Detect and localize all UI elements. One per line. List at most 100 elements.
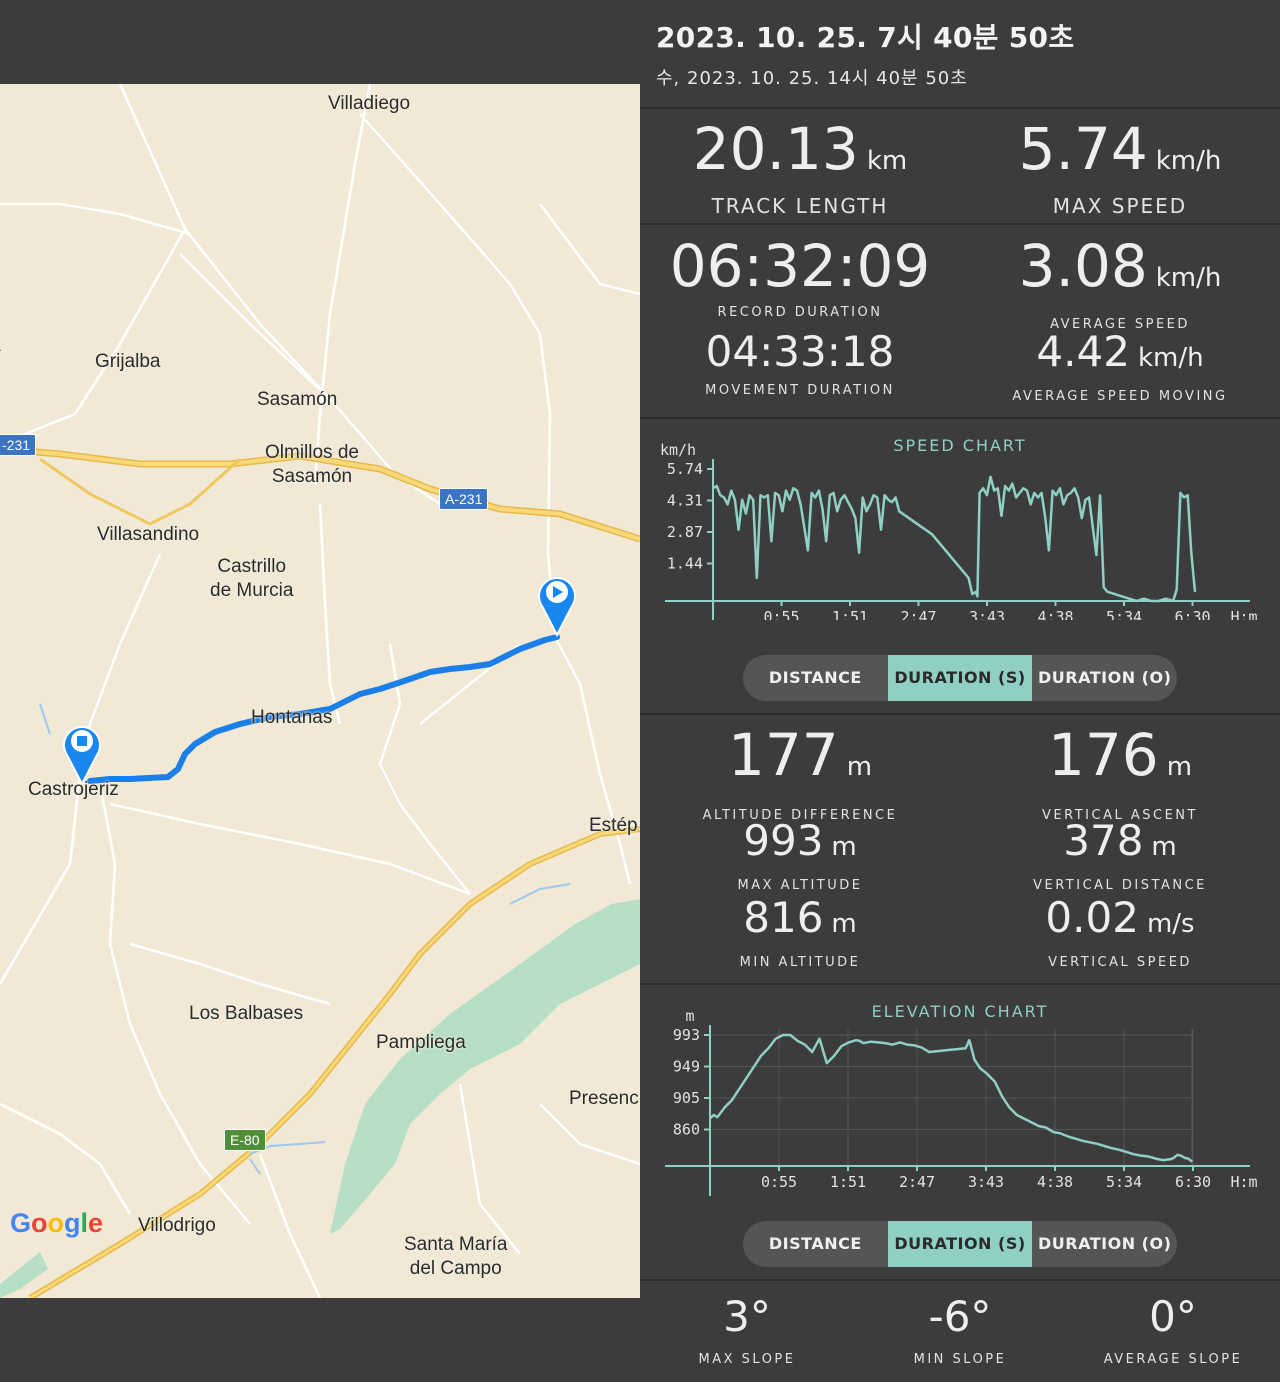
- route-map[interactable]: Villadiego Grijalba Sasamón Olmillos de …: [0, 84, 640, 1298]
- max-altitude-unit: m: [831, 832, 857, 862]
- data-point: [982, 487, 984, 489]
- data-point: [1190, 552, 1192, 554]
- speed-chart[interactable]: SPEED CHART km/h 5.74 4.31 2.87 1.44 0:55 1:51…: [640, 430, 1280, 630]
- elevation-tab-duration-s[interactable]: DURATION (S): [887, 1221, 1033, 1267]
- data-point: [1194, 591, 1196, 593]
- movement-duration-label: MOVEMENT DURATION: [705, 383, 895, 398]
- place-olmillos: Olmillos de Sasamón: [265, 442, 359, 487]
- data-point: [1070, 492, 1072, 494]
- route-track[interactable]: [87, 634, 560, 784]
- data-point: [1077, 496, 1079, 499]
- data-point: [1026, 490, 1028, 492]
- max-altitude-label: MAX ALTITUDE: [737, 878, 863, 893]
- data-point: [1180, 1155, 1182, 1157]
- data-point: [1103, 586, 1105, 588]
- data-point: [778, 494, 780, 496]
- data-point: [921, 1047, 923, 1049]
- map-canvas[interactable]: [0, 84, 640, 1298]
- data-point: [1128, 598, 1130, 600]
- data-point: [792, 487, 794, 489]
- data-point: [975, 591, 977, 593]
- data-point: [1067, 1135, 1069, 1137]
- data-point: [1179, 492, 1181, 494]
- data-point: [821, 508, 824, 510]
- data-point: [1016, 1114, 1018, 1116]
- divider: [640, 417, 1280, 419]
- data-point: [1106, 591, 1108, 593]
- data-point: [1150, 600, 1152, 602]
- y-tick-label: 949: [673, 1058, 700, 1076]
- data-point: [1162, 1159, 1164, 1161]
- stop-marker-icon[interactable]: [63, 726, 101, 787]
- average-speed-label: AVERAGE SPEED: [1050, 317, 1190, 332]
- data-point: [989, 476, 992, 478]
- y-tick-label: 993: [673, 1026, 700, 1044]
- data-point: [1096, 1143, 1098, 1145]
- y-tick-label: 2.87: [667, 523, 703, 541]
- data-point: [870, 1041, 872, 1043]
- data-point: [899, 1041, 901, 1043]
- track-length-unit: km: [866, 146, 908, 176]
- y-axis-unit-label: m: [685, 1007, 694, 1025]
- track-length-label: TRACK LENGTH: [711, 194, 889, 218]
- data-point: [1140, 1155, 1142, 1157]
- place-villasandino: Villasandino: [97, 524, 200, 545]
- data-point: [997, 487, 999, 489]
- data-point: [968, 577, 970, 579]
- elevation-chart[interactable]: ELEVATION CHART m 993 949 905 860 0:55 1:51 2:4…: [640, 996, 1280, 1196]
- divider: [640, 1279, 1280, 1281]
- movement-duration-stat: 04:33:18 MOVEMENT DURATION: [640, 329, 960, 399]
- speed-tab-duration-o[interactable]: DURATION (O): [1037, 668, 1172, 687]
- max-slope-stat: 3° MAX SLOPE: [640, 1292, 854, 1368]
- speed-chart-mode-toggle[interactable]: DISTANCE DURATION (S) DURATION (O): [743, 655, 1177, 701]
- place-santa-maria: Santa María del Campo: [404, 1234, 508, 1279]
- max-slope-value: 3°: [723, 1292, 771, 1341]
- data-point: [1004, 485, 1006, 487]
- data-point: [785, 490, 787, 492]
- speed-tab-duration-s[interactable]: DURATION (S): [887, 655, 1033, 701]
- data-point: [1088, 496, 1090, 499]
- data-point: [994, 1081, 996, 1083]
- max-speed-stat: 5.74 km/h MAX SPEED: [960, 118, 1280, 218]
- data-point: [1191, 1161, 1193, 1163]
- x-tick-label: 1:51: [830, 1173, 866, 1191]
- data-point: [745, 1077, 748, 1079]
- data-point: [1062, 503, 1065, 505]
- min-altitude-unit: m: [831, 909, 857, 939]
- data-point: [840, 1045, 843, 1047]
- average-speed-value: 3.08: [1018, 232, 1148, 300]
- max-speed-unit: km/h: [1155, 146, 1222, 176]
- data-point: [862, 1042, 864, 1044]
- data-point: [1008, 1106, 1010, 1109]
- play-marker-icon[interactable]: [538, 577, 576, 638]
- data-point: [814, 496, 816, 499]
- speed-chart-plot[interactable]: km/h5.74 4.31 2.87 1.44 0:55 1:51 2:47 3:43 4:38…: [640, 430, 1280, 630]
- record-duration-value: 06:32:09: [669, 232, 931, 300]
- data-point: [1089, 1141, 1091, 1143]
- elevation-chart-mode-toggle[interactable]: DISTANCE DURATION (S) DURATION (O): [743, 1221, 1177, 1267]
- data-point: [767, 1047, 769, 1049]
- data-point: [1011, 483, 1013, 485]
- data-point: [738, 529, 740, 531]
- data-point: [803, 526, 805, 528]
- data-point: [734, 499, 736, 501]
- y-axis-unit-label: km/h: [660, 441, 696, 459]
- x-tick-label: 6:30: [1175, 1173, 1211, 1191]
- x-tick-label: 0:55: [763, 608, 799, 620]
- x-tick-label: 5:34: [1106, 1173, 1142, 1191]
- track-header: 2023. 10. 25. 7시 40분 50초 수, 2023. 10. 25…: [656, 16, 1074, 90]
- data-point: [731, 1099, 733, 1101]
- data-point: [1055, 494, 1057, 496]
- elevation-chart-title: ELEVATION CHART: [871, 1002, 1049, 1021]
- elevation-tab-duration-o[interactable]: DURATION (O): [1037, 1234, 1172, 1253]
- speed-tab-distance[interactable]: DISTANCE: [768, 668, 862, 687]
- elevation-tab-distance[interactable]: DISTANCE: [768, 1234, 862, 1253]
- y-tick-label: 860: [673, 1121, 700, 1139]
- place-villodrigo: Villodrigo: [138, 1215, 216, 1236]
- place-hontanas: Hontanas: [251, 707, 333, 728]
- vertical-distance-value: 378: [1063, 816, 1144, 865]
- data-point: [800, 503, 802, 505]
- data-point: [892, 1044, 894, 1046]
- data-point: [993, 490, 995, 492]
